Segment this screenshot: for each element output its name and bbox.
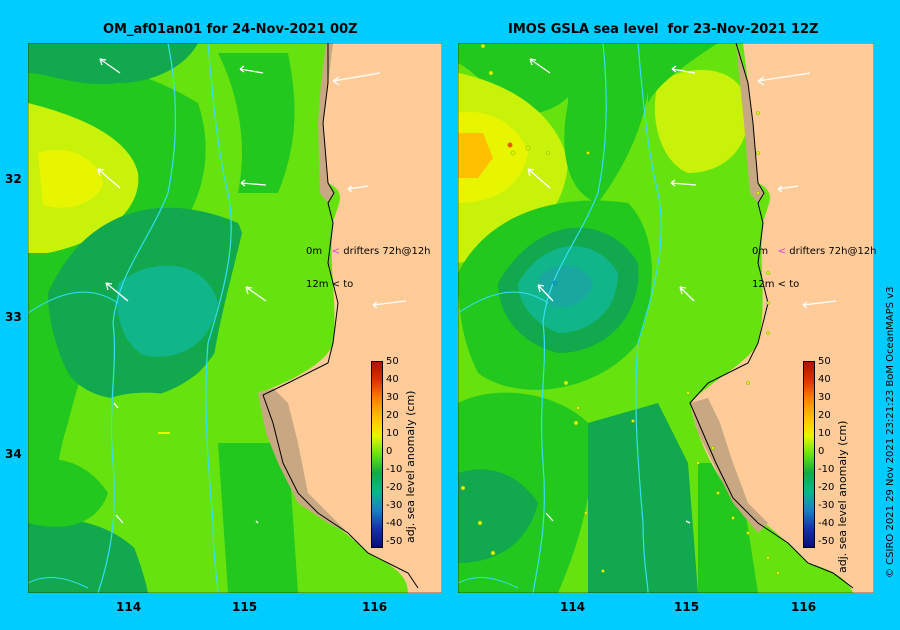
y-tick-34: 34 <box>5 447 22 461</box>
panel-left-title: OM_af01an01 for 24-Nov-2021 00Z <box>103 22 358 37</box>
cb-tick-r-8: -30 <box>818 500 835 511</box>
x-tick-116-right: 116 <box>791 600 817 614</box>
drifter-legend-left: 0m < drifters 72h@12h 12m < to <box>306 224 431 312</box>
map-panel-right: 0m < drifters 72h@12h 12m < to adj. sea … <box>458 43 877 593</box>
cb-tick-l-4: 10 <box>386 428 399 439</box>
cb-tick-l-8: -30 <box>386 500 403 511</box>
cb-tick-l-5: 0 <box>386 446 393 457</box>
colorbar-left <box>371 361 383 548</box>
x-tick-114-left: 114 <box>116 600 142 614</box>
cb-tick-l-3: 20 <box>386 410 399 421</box>
legend-depth-12m: 12m <box>752 279 775 290</box>
drifter-marker-icon: < <box>331 246 341 257</box>
cb-tick-l-9: -40 <box>386 518 403 529</box>
cb-tick-r-10: -50 <box>818 536 835 547</box>
panel-right-title: IMOS GSLA sea level for 23-Nov-2021 12Z <box>508 22 819 37</box>
drifter-marker-icon: < <box>777 246 787 257</box>
legend-depth-12m: 12m <box>306 279 329 290</box>
colorbar-title-right: adj. sea level anomaly (cm) <box>836 420 849 573</box>
cb-tick-r-0: 50 <box>818 356 831 367</box>
cb-tick-r-3: 20 <box>818 410 831 421</box>
cb-tick-r-6: -10 <box>818 464 835 475</box>
map-panel-left: 0m < drifters 72h@12h 12m < to adj. sea … <box>28 43 442 593</box>
colorbar-title-left: adj. sea level anomaly (cm) <box>404 390 417 543</box>
y-tick-32: 32 <box>5 172 22 186</box>
cb-tick-l-7: -20 <box>386 482 403 493</box>
cb-tick-l-1: 40 <box>386 374 399 385</box>
x-tick-115-left: 115 <box>232 600 258 614</box>
drifter-marker-12m-icon: < <box>777 279 787 290</box>
cb-tick-l-6: -10 <box>386 464 403 475</box>
cb-tick-r-7: -20 <box>818 482 835 493</box>
cb-tick-l-10: -50 <box>386 536 403 547</box>
legend-to-text: to <box>789 279 800 290</box>
drifter-legend-right: 0m < drifters 72h@12h 12m < to <box>752 224 877 312</box>
x-tick-116-left: 116 <box>362 600 388 614</box>
sea-level-map-left <box>28 43 442 593</box>
x-tick-115-right: 115 <box>674 600 700 614</box>
colorbar-right <box>803 361 815 548</box>
cb-tick-l-2: 30 <box>386 392 399 403</box>
drifter-marker-12m-icon: < <box>331 279 341 290</box>
x-tick-114-right: 114 <box>560 600 586 614</box>
credit-text: © CSIRO 2021 29 Nov 2021 23:21:23 BoM Oc… <box>885 286 896 578</box>
legend-drifters-text: drifters 72h@12h <box>789 246 877 257</box>
cb-tick-r-5: 0 <box>818 446 825 457</box>
cb-tick-r-1: 40 <box>818 374 831 385</box>
legend-drifters-text: drifters 72h@12h <box>343 246 431 257</box>
legend-depth-0m: 0m <box>306 246 323 257</box>
cb-tick-r-4: 10 <box>818 428 831 439</box>
legend-depth-0m: 0m <box>752 246 769 257</box>
cb-tick-l-0: 50 <box>386 356 399 367</box>
y-tick-33: 33 <box>5 310 22 324</box>
cb-tick-r-9: -40 <box>818 518 835 529</box>
cb-tick-r-2: 30 <box>818 392 831 403</box>
legend-to-text: to <box>343 279 354 290</box>
